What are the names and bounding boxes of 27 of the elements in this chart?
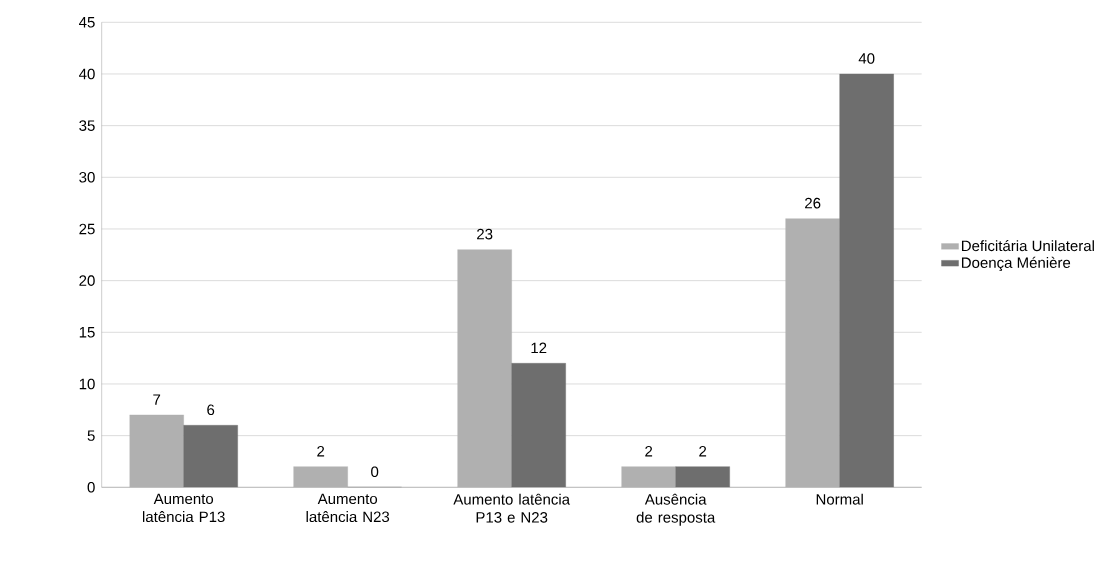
y-tick-label: 35 bbox=[79, 120, 95, 131]
y-tick-label: 0 bbox=[87, 481, 95, 493]
data-label: 0 bbox=[371, 466, 379, 478]
data-label: 26 bbox=[805, 197, 821, 209]
y-tick-label: 25 bbox=[79, 223, 95, 235]
y-tick-label: 15 bbox=[79, 327, 95, 338]
data-label: 7 bbox=[153, 394, 161, 405]
legend-label: Deficitária Unilateral bbox=[961, 239, 1094, 252]
x-tick-label: Ausência de resposta bbox=[636, 493, 716, 526]
x-tick-label: Aumento latência N23 bbox=[306, 493, 390, 523]
y-tick-label: 40 bbox=[79, 68, 95, 80]
y-tick-label: 5 bbox=[87, 430, 95, 441]
y-tick-label: 45 bbox=[79, 17, 95, 28]
y-tick-label: 20 bbox=[79, 275, 95, 286]
legend-label: Doença Ménière bbox=[961, 256, 1071, 272]
data-label: 40 bbox=[858, 53, 875, 64]
x-tick-label: Normal bbox=[816, 493, 863, 505]
data-label: 23 bbox=[477, 228, 493, 240]
x-tick-label: Aumento latência P13 bbox=[142, 493, 225, 523]
data-label: 12 bbox=[531, 342, 547, 354]
data-label: 2 bbox=[699, 445, 707, 457]
y-tick-label: 10 bbox=[79, 378, 95, 390]
y-tick-label: 30 bbox=[79, 171, 95, 183]
x-tick-label: Aumento latência P13 e N23 bbox=[453, 493, 571, 523]
data-label: 6 bbox=[207, 404, 215, 416]
data-label: 2 bbox=[317, 445, 325, 457]
data-label: 2 bbox=[645, 445, 653, 457]
